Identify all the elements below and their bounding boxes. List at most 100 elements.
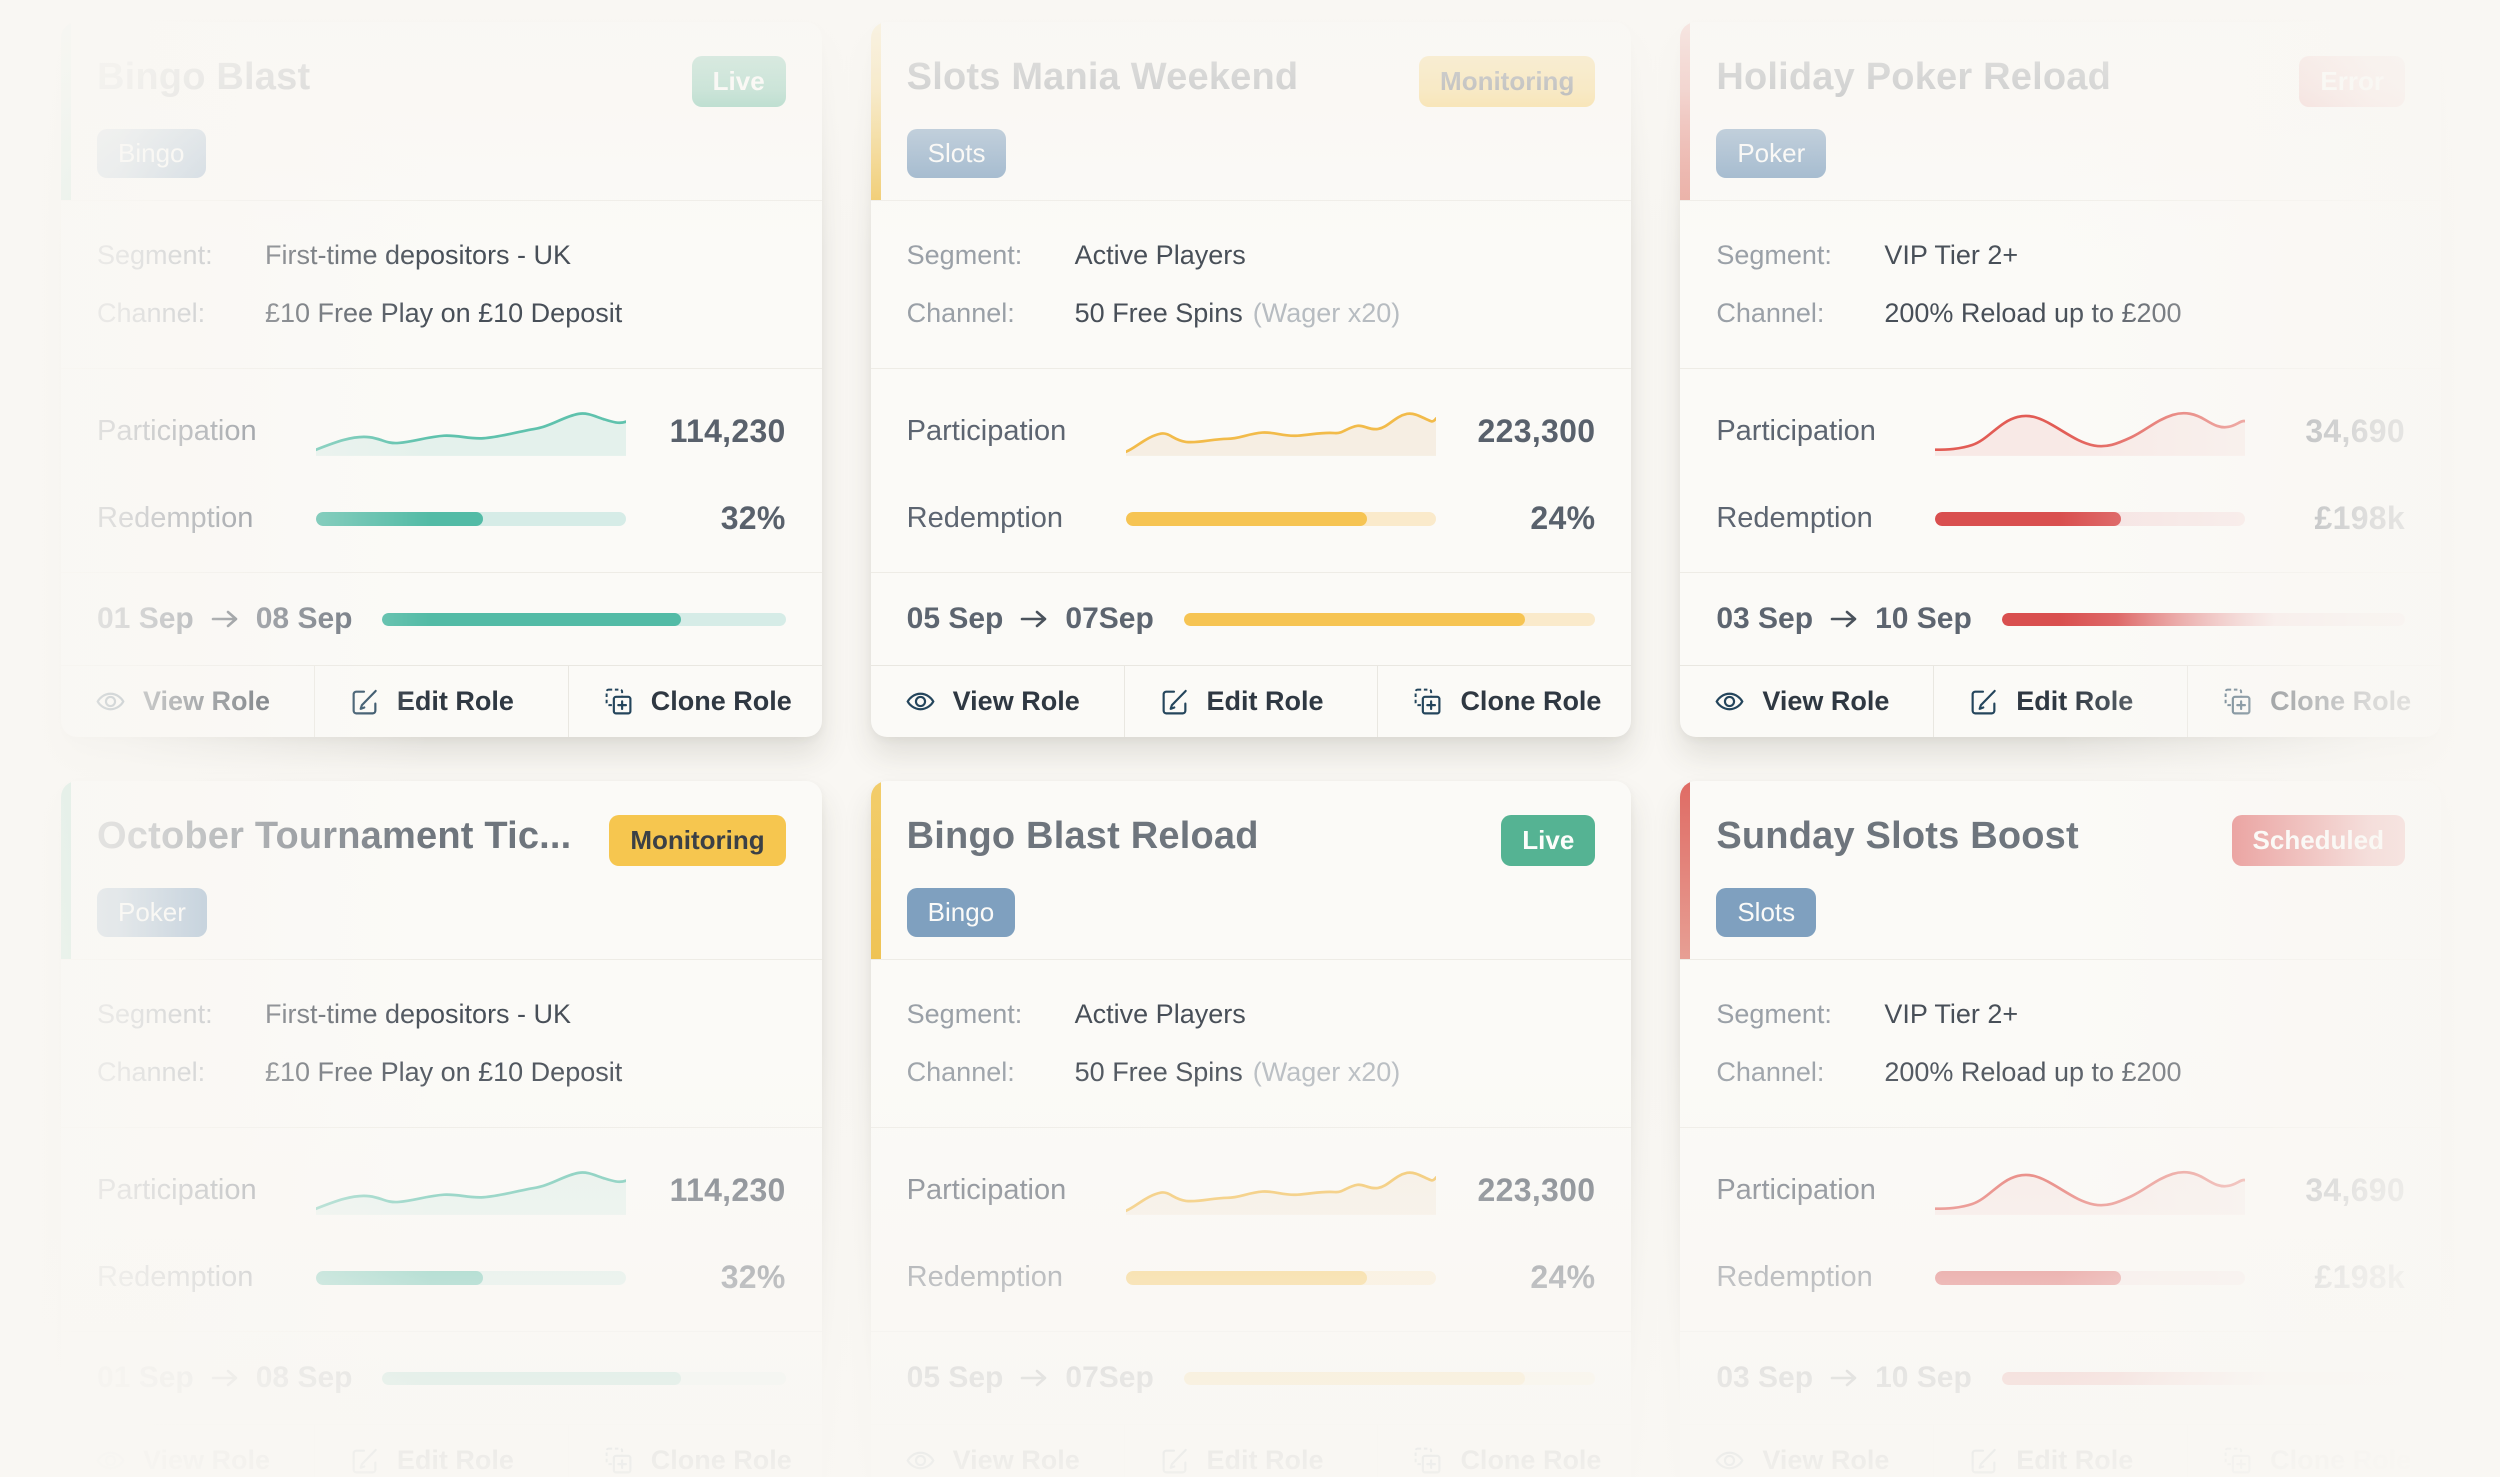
redemption-label: Redemption: [906, 502, 1064, 534]
edit-pencil-icon: [352, 1448, 377, 1474]
participation-sparkline-chart: [1935, 1170, 2246, 1215]
eye-icon: [906, 692, 935, 711]
card-info-section: Segment: First-time depositors - UK Chan…: [61, 200, 822, 368]
participation-row: Participation 223,300: [907, 1163, 1596, 1217]
date-end: 08 Sep: [255, 602, 353, 635]
clone-role-button[interactable]: Clone Role: [567, 1425, 822, 1477]
participation-label: Participation: [1716, 414, 1876, 447]
clone-role-button[interactable]: Clone Role: [567, 666, 822, 737]
participation-row: Participation 114,230: [97, 404, 786, 458]
card-title: Slots Mania Weekend: [906, 56, 1299, 98]
clone-role-button[interactable]: Clone Role: [2187, 1425, 2441, 1477]
edit-role-button[interactable]: Edit Role: [1123, 666, 1378, 737]
view-role-button[interactable]: View Role: [871, 666, 1124, 737]
date-start: 05 Sep: [906, 1361, 1004, 1394]
channel-label: Channel:: [906, 298, 1015, 328]
clone-role-button[interactable]: Clone Role: [2187, 666, 2441, 737]
participation-label: Participation: [97, 414, 257, 447]
eye-icon: [96, 1451, 125, 1470]
participation-value: 114,230: [669, 412, 786, 449]
date-start: 01 Sep: [97, 602, 194, 635]
participation-value: 223,300: [1477, 1171, 1596, 1208]
segment-row: Segment: Active Players: [907, 999, 1596, 1030]
card-actions-footer: View Role Edit Role Clone Role: [1680, 1424, 2441, 1477]
status-badge: Monitoring: [1419, 56, 1596, 107]
redemption-progress-bar: [1935, 511, 2246, 526]
segment-row: Segment: VIP Tier 2+: [1716, 999, 2405, 1030]
arrow-right-icon: [1829, 607, 1859, 631]
arrow-right-icon: [210, 1366, 240, 1390]
arrow-right-icon: [1019, 1366, 1049, 1390]
date-end: 10 Sep: [1875, 1361, 1972, 1394]
status-badge: Scheduled: [2231, 815, 2405, 866]
channel-row: Channel: 50 Free Spins (Wager x20): [907, 1057, 1596, 1088]
participation-sparkline-chart: [316, 412, 626, 456]
segment-value: Active Players: [1074, 999, 1246, 1029]
promotion-card: Bingo Blast Reload Live Bingo Segment: A…: [870, 781, 1632, 1477]
date-progress-fill: [382, 612, 681, 626]
date-progress-fill: [2001, 1371, 2276, 1385]
date-progress-fill: [1183, 1371, 1526, 1385]
redemption-label: Redemption: [1716, 1261, 1873, 1293]
card-stats-section: Participation 223,300 Redemption 24%: [870, 1127, 1632, 1331]
redemption-value: 32%: [720, 1259, 786, 1295]
redemption-label: Redemption: [97, 1261, 254, 1293]
view-role-button[interactable]: View Role: [1680, 1425, 1933, 1477]
edit-role-button[interactable]: Edit Role: [1933, 666, 2187, 737]
redemption-progress-bar: [1125, 1270, 1436, 1285]
card-info-section: Segment: VIP Tier 2+ Channel: 200% Reloa…: [1680, 959, 2441, 1127]
redemption-progress-bar: [1125, 511, 1436, 526]
card-stats-section: Participation 34,690 Redemption £198k: [1680, 368, 2441, 572]
view-role-button[interactable]: View Role: [871, 1425, 1124, 1477]
edit-role-button[interactable]: Edit Role: [313, 666, 568, 737]
channel-note: (Wager x20): [1252, 1057, 1401, 1087]
channel-label: Channel:: [97, 1057, 206, 1087]
edit-role-button[interactable]: Edit Role: [313, 1425, 568, 1477]
view-role-button[interactable]: View Role: [61, 1425, 314, 1477]
card-actions-footer: View Role Edit Role Clone Role: [61, 665, 822, 737]
date-progress-bar: [382, 612, 786, 626]
segment-label: Segment:: [97, 240, 213, 270]
participation-label: Participation: [97, 1173, 257, 1206]
segment-label: Segment:: [906, 240, 1023, 270]
card-info-section: Segment: Active Players Channel: 50 Free…: [870, 959, 1632, 1127]
edit-pencil-icon: [1162, 689, 1187, 715]
clone-role-label: Clone Role: [2270, 686, 2412, 716]
channel-label: Channel:: [906, 1057, 1015, 1087]
clone-role-label: Clone Role: [1460, 1445, 1602, 1475]
channel-value: 50 Free Spins: [1074, 298, 1243, 328]
status-badge: Error: [2299, 56, 2405, 107]
card-info-section: Segment: Active Players Channel: 50 Free…: [870, 200, 1632, 368]
date-range-row: 05 Sep 07Sep: [870, 1331, 1632, 1424]
redemption-row: Redemption 32%: [97, 1259, 786, 1296]
card-stats-section: Participation 114,230 Redemption 32%: [61, 368, 822, 572]
redemption-progress-fill: [316, 511, 484, 526]
view-role-label: View Role: [1762, 686, 1890, 716]
segment-value: First-time depositors - UK: [265, 240, 572, 270]
clone-role-button[interactable]: Clone Role: [1377, 1425, 1631, 1477]
view-role-label: View Role: [143, 686, 271, 716]
date-progress-bar: [2001, 1371, 2405, 1385]
edit-pencil-icon: [1162, 1448, 1187, 1474]
card-actions-footer: View Role Edit Role Clone Role: [870, 1424, 1632, 1477]
date-start: 03 Sep: [1716, 602, 1814, 635]
edit-role-button[interactable]: Edit Role: [1933, 1425, 2187, 1477]
redemption-progress-fill: [1125, 1270, 1368, 1285]
edit-role-label: Edit Role: [2016, 686, 2134, 716]
edit-role-button[interactable]: Edit Role: [1123, 1425, 1378, 1477]
edit-pencil-icon: [1971, 1448, 1996, 1474]
channel-note: (Wager x20): [1252, 298, 1401, 328]
card-info-section: Segment: First-time depositors - UK Chan…: [61, 959, 822, 1127]
clone-role-button[interactable]: Clone Role: [1377, 666, 1631, 737]
redemption-progress-bar: [316, 511, 626, 526]
category-tag: Poker: [1716, 129, 1827, 178]
view-role-button[interactable]: View Role: [1680, 666, 1933, 737]
segment-row: Segment: First-time depositors - UK: [97, 999, 786, 1030]
redemption-row: Redemption £198k: [1716, 1259, 2405, 1296]
clone-role-label: Clone Role: [650, 686, 792, 716]
participation-sparkline-chart: [1125, 412, 1436, 456]
participation-label: Participation: [906, 414, 1067, 447]
participation-label: Participation: [906, 1173, 1067, 1206]
view-role-button[interactable]: View Role: [61, 666, 314, 737]
category-tag: Slots: [1716, 888, 1817, 937]
